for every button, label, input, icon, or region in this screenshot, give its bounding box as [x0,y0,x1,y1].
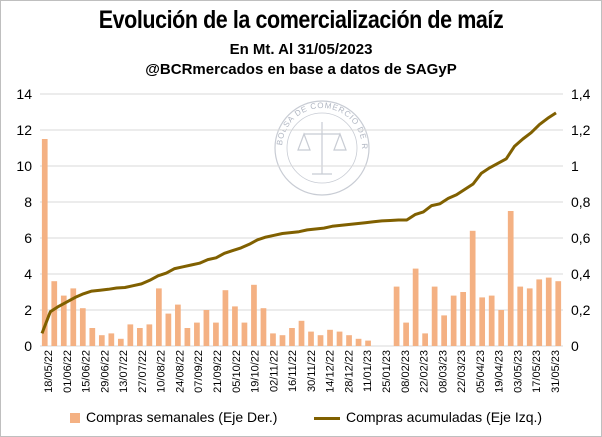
legend-swatch-line [314,416,340,420]
chart-title: Evolución de la comercialización de maíz [98,6,504,34]
legend-item-weekly: Compras semanales (Eje Der.) [70,409,277,425]
legend-item-cumulative: Compras acumuladas (Eje Izq.) [314,409,542,425]
chart-subtitle: En Mt. Al 31/05/2023 [229,41,373,58]
legend-label-cumulative: Compras acumuladas (Eje Izq.) [346,409,543,425]
legend-swatch-bar [70,413,80,424]
legend-label-weekly: Compras semanales (Eje Der.) [86,409,278,425]
chart-source: @BCRmercados en base a datos de SAGyP [145,61,457,78]
